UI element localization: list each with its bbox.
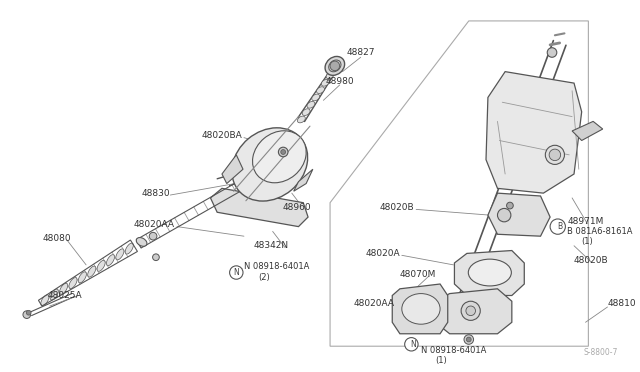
Ellipse shape (50, 289, 58, 300)
Text: 48342N: 48342N (253, 241, 289, 250)
Ellipse shape (321, 80, 329, 86)
Ellipse shape (41, 295, 49, 306)
Circle shape (547, 48, 557, 57)
Circle shape (23, 311, 31, 318)
Ellipse shape (468, 259, 511, 286)
Polygon shape (211, 188, 308, 227)
Circle shape (507, 202, 513, 209)
Polygon shape (486, 72, 582, 193)
Circle shape (466, 306, 476, 315)
Ellipse shape (298, 116, 305, 123)
Text: 48020BA: 48020BA (202, 131, 243, 140)
Ellipse shape (60, 283, 68, 294)
Ellipse shape (232, 128, 308, 201)
Ellipse shape (106, 254, 115, 266)
Text: S-8800-7: S-8800-7 (584, 349, 618, 357)
Text: N 08918-6401A: N 08918-6401A (244, 262, 309, 271)
Ellipse shape (312, 94, 319, 101)
Ellipse shape (253, 131, 306, 183)
Ellipse shape (329, 60, 341, 72)
Ellipse shape (88, 266, 96, 277)
Circle shape (404, 338, 418, 351)
Polygon shape (294, 169, 313, 191)
Ellipse shape (116, 249, 124, 260)
Polygon shape (222, 155, 243, 183)
Text: B 081A6-8161A: B 081A6-8161A (567, 227, 633, 236)
Circle shape (545, 145, 564, 164)
Text: 48827: 48827 (346, 48, 375, 57)
Circle shape (497, 208, 511, 222)
Text: 48070M: 48070M (400, 270, 436, 279)
Text: 48830: 48830 (141, 189, 170, 198)
Polygon shape (488, 193, 550, 236)
Ellipse shape (307, 102, 315, 108)
Ellipse shape (69, 278, 77, 289)
Polygon shape (454, 250, 524, 295)
Text: N: N (234, 268, 239, 277)
Circle shape (152, 254, 159, 260)
Text: 48020AA: 48020AA (134, 220, 175, 229)
Text: 48020B: 48020B (574, 256, 609, 264)
Circle shape (550, 219, 565, 234)
Ellipse shape (402, 294, 440, 324)
Circle shape (149, 232, 157, 240)
Text: B: B (557, 222, 562, 231)
Circle shape (330, 61, 340, 71)
Text: (1): (1) (582, 237, 593, 246)
Text: (2): (2) (259, 273, 270, 282)
Text: N 08918-6401A: N 08918-6401A (421, 346, 486, 356)
Circle shape (281, 150, 285, 154)
Circle shape (278, 147, 288, 157)
Circle shape (467, 337, 471, 342)
Circle shape (464, 335, 474, 344)
Ellipse shape (326, 72, 334, 79)
Ellipse shape (325, 57, 344, 76)
Text: 48810: 48810 (607, 299, 636, 308)
Polygon shape (572, 121, 603, 141)
Text: 48960: 48960 (282, 203, 311, 212)
Text: 48025A: 48025A (48, 291, 83, 300)
Polygon shape (392, 284, 448, 334)
Text: 48980: 48980 (325, 77, 354, 86)
Text: N: N (410, 340, 416, 349)
Ellipse shape (136, 238, 147, 246)
Ellipse shape (125, 243, 133, 254)
Ellipse shape (97, 260, 105, 271)
Circle shape (461, 301, 480, 320)
Circle shape (26, 310, 31, 315)
Text: 48971M: 48971M (567, 217, 604, 226)
Text: 48080: 48080 (42, 234, 70, 243)
Circle shape (549, 149, 561, 161)
Text: 48020A: 48020A (365, 249, 400, 258)
Text: 48020B: 48020B (380, 203, 415, 212)
Text: 48020AA: 48020AA (354, 299, 395, 308)
Text: (1): (1) (435, 356, 447, 365)
Ellipse shape (302, 109, 310, 115)
Polygon shape (435, 289, 512, 334)
Ellipse shape (78, 272, 86, 283)
Ellipse shape (317, 87, 324, 93)
Circle shape (230, 266, 243, 279)
